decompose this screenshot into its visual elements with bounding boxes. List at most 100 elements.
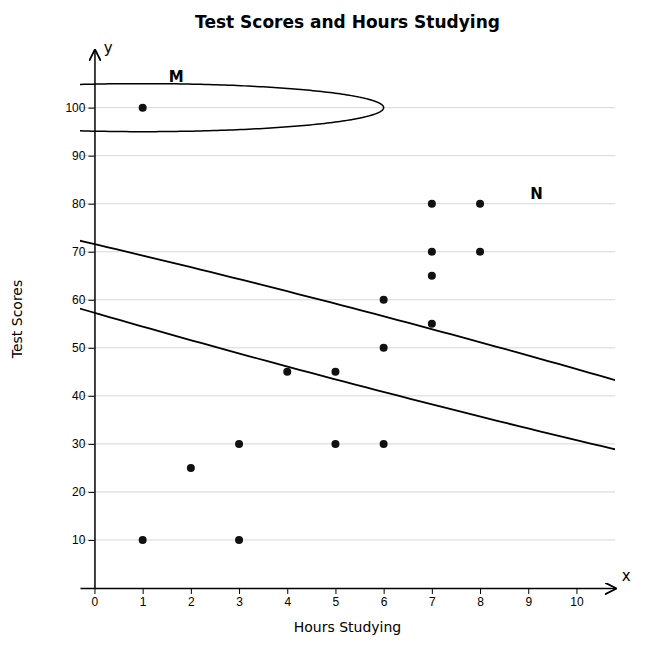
tick-label: 9 <box>525 595 532 609</box>
grid-line <box>80 155 615 156</box>
tick-label: 40 <box>72 389 86 403</box>
point <box>331 440 339 448</box>
tick: 6 <box>381 588 388 609</box>
tick: 7 <box>429 588 436 609</box>
tick-mark <box>88 204 94 205</box>
point <box>428 272 436 280</box>
y-axis: 10 20 30 40 50 60 70 80 90 100 <box>65 51 95 589</box>
tick-mark <box>432 588 433 594</box>
tick: 2 <box>188 588 195 609</box>
chart: 0 1 2 3 4 5 6 7 8 9 10 10 20 30 40 50 60 70 80 90 100 Test Sc… <box>0 0 650 650</box>
tick-label: 3 <box>236 595 243 609</box>
tick: 30 <box>72 437 94 451</box>
tick-label: 90 <box>72 149 86 163</box>
point <box>235 440 243 448</box>
tick: 3 <box>236 588 243 609</box>
tick: 20 <box>72 485 94 499</box>
grid-line <box>80 107 615 108</box>
tick-label: 10 <box>72 533 86 547</box>
tick: 10 <box>72 533 94 547</box>
grid-line <box>80 395 615 396</box>
tick-mark <box>88 396 94 397</box>
point <box>428 320 436 328</box>
grid-line <box>80 443 615 444</box>
tick-label: 5 <box>333 595 340 609</box>
point <box>187 464 195 472</box>
x-axis-title: Hours Studying <box>294 619 402 635</box>
tick-mark <box>239 588 240 594</box>
tick-mark <box>88 108 94 109</box>
tick-label: 0 <box>92 595 99 609</box>
point <box>428 248 436 256</box>
tick-mark <box>94 588 95 594</box>
tick: 5 <box>333 588 340 609</box>
tick-mark <box>88 300 94 301</box>
annotation: N <box>530 185 543 203</box>
point <box>380 344 388 352</box>
tick-label: 20 <box>72 485 86 499</box>
x-axis: 0 1 2 3 4 5 6 7 8 9 10 <box>81 588 616 609</box>
tick-mark <box>335 588 336 594</box>
circle <box>80 84 384 132</box>
tick-mark <box>88 492 94 493</box>
tick: 8 <box>477 588 484 609</box>
y-axis-title: Test Scores <box>9 280 25 360</box>
ellipse <box>80 178 615 517</box>
tick-mark <box>88 348 94 349</box>
tick-label: 7 <box>429 595 436 609</box>
tick-label: 6 <box>381 595 388 609</box>
tick: 40 <box>72 389 94 403</box>
tick-mark <box>287 588 288 594</box>
annotations: MNxy <box>104 39 631 585</box>
axis-line <box>94 51 96 589</box>
tick: 0 <box>92 588 99 609</box>
tick: 70 <box>72 245 94 259</box>
grid <box>80 108 615 540</box>
title: Test Scores and Hours Studying <box>195 12 500 32</box>
tick: 50 <box>72 341 94 355</box>
tick-mark <box>191 588 192 594</box>
grid-line <box>80 539 615 540</box>
tick-mark <box>88 252 94 253</box>
grid-line <box>80 491 615 492</box>
tick-label: 30 <box>72 437 86 451</box>
tick-mark <box>384 588 385 594</box>
point <box>331 368 339 376</box>
tick-label: 60 <box>72 293 86 307</box>
tick-label: 2 <box>188 595 195 609</box>
tick: 90 <box>72 149 94 163</box>
tick-label: 50 <box>72 341 86 355</box>
point <box>139 104 147 112</box>
tick: 9 <box>525 588 532 609</box>
tick-mark <box>143 588 144 594</box>
point <box>428 200 436 208</box>
tick-label: 10 <box>570 595 584 609</box>
tick-label: 8 <box>477 595 484 609</box>
annotation: x <box>622 567 631 585</box>
tick: 10 <box>570 588 584 609</box>
axis-line <box>81 588 616 590</box>
tick-mark <box>88 540 94 541</box>
tick-mark <box>480 588 481 594</box>
tick-mark <box>576 588 577 594</box>
tick-label: 1 <box>140 595 147 609</box>
tick: 80 <box>72 197 94 211</box>
plot-area <box>80 84 615 544</box>
tick-mark <box>88 444 94 445</box>
tick: 4 <box>284 588 291 609</box>
point <box>139 536 147 544</box>
tick: 60 <box>72 293 94 307</box>
tick: 100 <box>65 101 94 115</box>
grid-line <box>80 203 615 204</box>
tick-mark <box>88 156 94 157</box>
tick-mark <box>528 588 529 594</box>
point <box>235 536 243 544</box>
tick-label: 100 <box>65 101 85 115</box>
point <box>380 296 388 304</box>
annotation: y <box>104 39 113 57</box>
tick-label: 4 <box>284 595 291 609</box>
point <box>380 440 388 448</box>
tick: 1 <box>140 588 147 609</box>
tick-label: 80 <box>72 197 86 211</box>
grid-line <box>80 251 615 252</box>
